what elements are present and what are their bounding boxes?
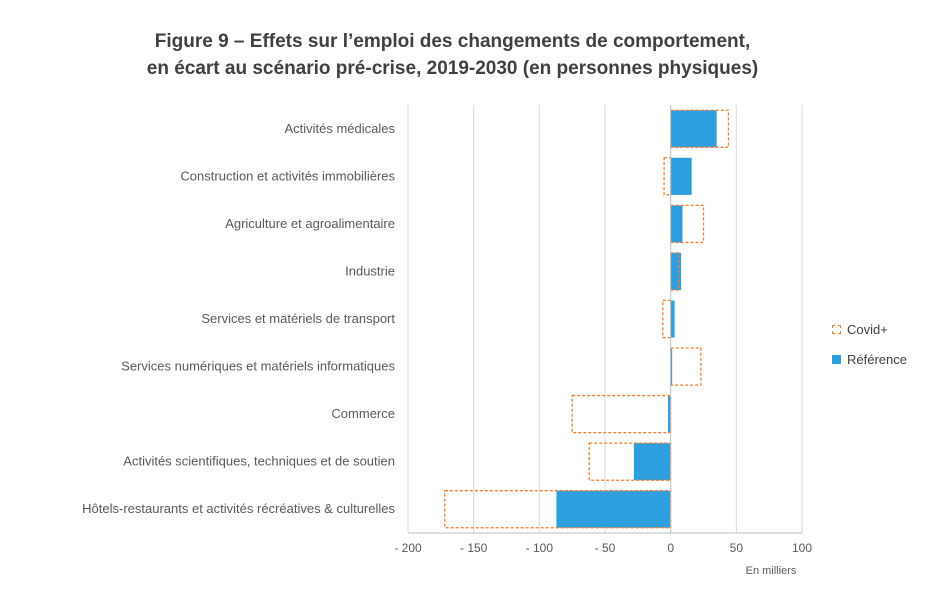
legend-label-covid: Covid+: [847, 321, 888, 337]
legend-swatch-covid: [832, 324, 841, 334]
legend-item-reference: Référence: [832, 348, 907, 370]
category-label: Hôtels-restaurants et activités récréati…: [82, 501, 395, 516]
category-label: Industrie: [345, 263, 395, 278]
legend-swatch-reference: [832, 354, 841, 364]
bar-covid: [444, 490, 672, 529]
bar-reference: [670, 205, 683, 243]
chart-title-line-2: en écart au scénario pré-crise, 2019-203…: [146, 58, 759, 79]
category-label: Services et matériels de transport: [201, 311, 395, 326]
bar-reference: [670, 348, 673, 386]
chart-title-line-1: Figure 9 – Effets sur l’emploi des chang…: [154, 31, 751, 52]
bar-covid: [588, 442, 672, 481]
x-tick-label: - 50: [595, 541, 616, 555]
x-tick-label: - 100: [526, 541, 554, 555]
x-tick-label: 0: [667, 541, 674, 555]
legend: Covid+ Référence: [832, 318, 907, 378]
x-tick-label: - 150: [460, 541, 488, 555]
category-label: Activités scientifiques, techniques et d…: [123, 454, 395, 469]
bar-covid: [571, 394, 672, 434]
bar-reference: [633, 443, 671, 481]
category-label: Activités médicales: [284, 121, 395, 136]
x-axis-label: En milliers: [746, 565, 797, 577]
x-tick-label: 100: [792, 541, 812, 555]
x-tick-label: 50: [730, 541, 744, 555]
category-label: Services numériques et matériels informa…: [121, 359, 395, 374]
category-label: Commerce: [331, 406, 395, 421]
chart-title: Figure 9 – Effets sur l’emploi des chang…: [0, 28, 905, 82]
category-label: Construction et activités immobilières: [180, 168, 395, 183]
legend-label-reference: Référence: [847, 351, 907, 367]
bar-reference: [668, 395, 671, 433]
bar-covid: [663, 157, 672, 196]
bar-reference: [670, 300, 675, 338]
category-label: Agriculture et agroalimentaire: [225, 216, 395, 231]
bar-reference: [556, 490, 671, 528]
bar-covid: [670, 347, 702, 386]
legend-item-covid: Covid+: [832, 318, 907, 340]
bar-covid: [662, 299, 672, 339]
bar-reference: [670, 157, 692, 195]
bar-reference: [670, 252, 682, 290]
bar-reference: [670, 110, 717, 148]
x-tick-label: - 200: [394, 541, 422, 555]
